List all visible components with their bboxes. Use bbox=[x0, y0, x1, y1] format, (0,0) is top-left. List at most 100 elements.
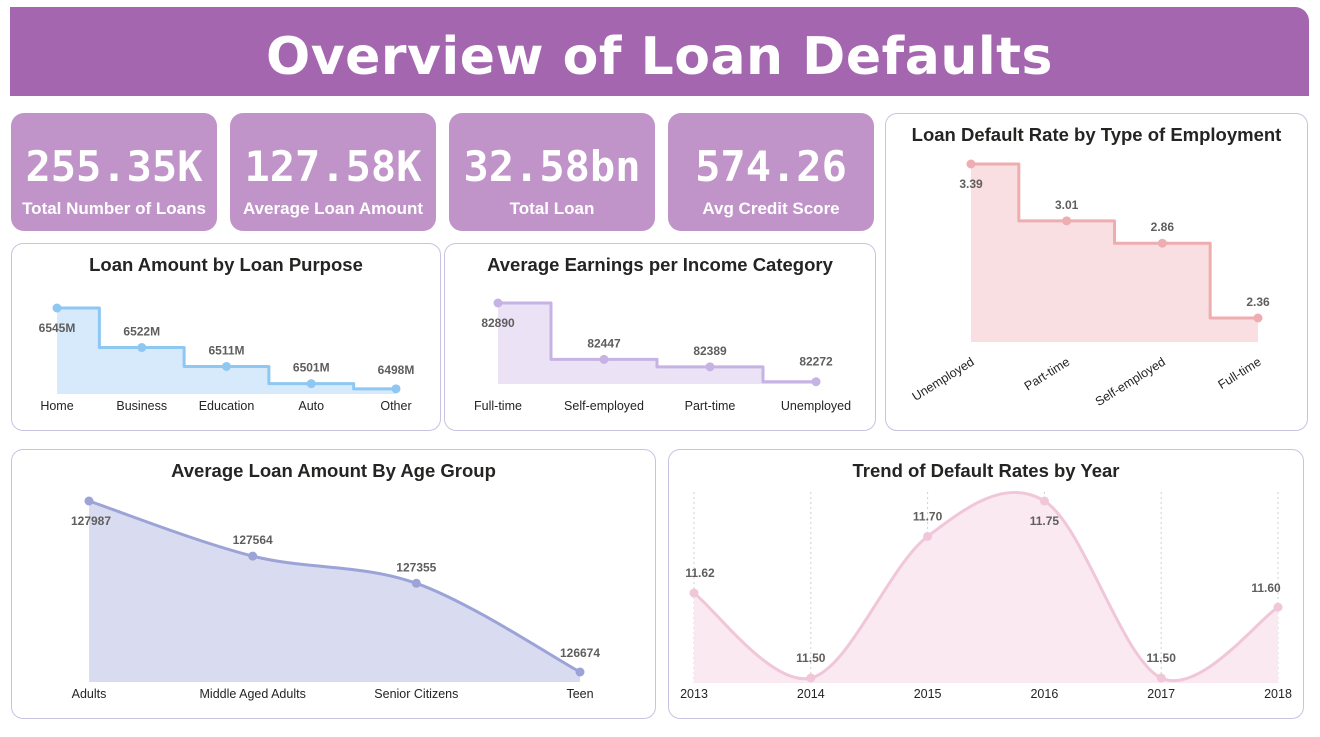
data-point bbox=[137, 343, 147, 353]
trend-chart[interactable]: 11.62 11.50 11.70 11.75 11.50 11.60 2013 2014 20… bbox=[669, 450, 1303, 718]
loan-purpose-chart[interactable]: 6545M 6522M 6511M 6501M 6498M Home Business Edu… bbox=[12, 244, 440, 430]
data-label: 127564 bbox=[233, 533, 273, 547]
x-tick-label: Business bbox=[116, 399, 167, 413]
data-label: 6501M bbox=[293, 361, 330, 375]
x-tick-label: 2014 bbox=[797, 687, 825, 701]
data-point bbox=[1156, 673, 1166, 683]
page-title: Overview of Loan Defaults bbox=[266, 27, 1053, 87]
data-point bbox=[248, 551, 258, 561]
data-point bbox=[391, 384, 401, 394]
x-tick-label: Part-time bbox=[685, 399, 736, 413]
x-tick-label: Full-time bbox=[474, 399, 522, 413]
x-tick-label: Part-time bbox=[1022, 355, 1072, 394]
x-tick-label: Self-employed bbox=[564, 399, 644, 413]
series-area bbox=[971, 164, 1258, 342]
series-area bbox=[89, 501, 580, 682]
x-tick-label: Auto bbox=[298, 399, 324, 413]
data-point bbox=[84, 496, 94, 506]
series-line bbox=[498, 301, 816, 384]
x-tick-label: Unemployed bbox=[910, 355, 977, 404]
kpi-label: Avg Credit Score bbox=[702, 199, 840, 218]
data-point bbox=[1253, 313, 1263, 323]
kpi-value: 255.35K bbox=[25, 142, 203, 191]
data-point bbox=[811, 377, 821, 387]
x-tick-label: Unemployed bbox=[781, 399, 851, 413]
data-point bbox=[1273, 602, 1283, 612]
data-label: 6511M bbox=[208, 343, 244, 357]
earnings-chart[interactable]: 82890 82447 82389 82272 Full-time Self-employ… bbox=[445, 244, 875, 430]
chart-card-age-group[interactable]: Average Loan Amount By Age Group 127987 1… bbox=[11, 449, 656, 719]
kpi-card-total-loan[interactable]: 32.58bn Total Loan bbox=[449, 113, 655, 231]
x-tick-label: Other bbox=[380, 399, 411, 413]
data-label: 11.50 bbox=[796, 651, 826, 665]
x-tick-label: Middle Aged Adults bbox=[200, 687, 306, 701]
data-point bbox=[493, 298, 503, 308]
data-label: 11.70 bbox=[913, 509, 943, 523]
employment-chart[interactable]: 3.39 3.01 2.86 2.36 Unemployed Part-time Self-… bbox=[886, 114, 1307, 430]
data-point bbox=[222, 361, 231, 371]
data-point bbox=[1157, 238, 1167, 248]
data-label: 11.75 bbox=[1030, 514, 1060, 528]
x-tick-label: Home bbox=[40, 399, 73, 413]
kpi-card-average-loan[interactable]: 127.58K Average Loan Amount bbox=[230, 113, 436, 231]
x-tick-label: Full-time bbox=[1216, 355, 1264, 392]
data-label: 3.39 bbox=[959, 177, 983, 191]
kpi-label: Total Number of Loans bbox=[22, 199, 206, 218]
series-area bbox=[498, 303, 816, 384]
x-tick-label: Adults bbox=[72, 687, 107, 701]
data-label: 127987 bbox=[71, 514, 111, 528]
data-label: 3.01 bbox=[1055, 198, 1079, 212]
chart-title: Loan Amount by Loan Purpose bbox=[89, 254, 363, 275]
chart-card-loan-purpose[interactable]: Loan Amount by Loan Purpose 6545M 6522M 65… bbox=[11, 243, 441, 431]
series-line bbox=[971, 162, 1258, 320]
data-label: 11.50 bbox=[1147, 651, 1177, 665]
data-label: 6498M bbox=[378, 363, 415, 377]
kpi-card-total-loans[interactable]: 255.35K Total Number of Loans bbox=[11, 113, 217, 231]
data-label: 6545M bbox=[39, 321, 76, 335]
data-point bbox=[52, 303, 62, 313]
title-banner: Overview of Loan Defaults bbox=[10, 7, 1309, 96]
data-label: 11.60 bbox=[1251, 581, 1281, 595]
chart-card-earnings[interactable]: Average Earnings per Income Category 828… bbox=[444, 243, 876, 431]
kpi-label: Average Loan Amount bbox=[242, 199, 424, 218]
data-label: 82389 bbox=[693, 344, 727, 358]
data-point bbox=[1039, 496, 1049, 506]
data-label: 82447 bbox=[587, 336, 621, 350]
data-point bbox=[411, 578, 421, 588]
data-point bbox=[306, 379, 316, 389]
series-area bbox=[694, 492, 1278, 683]
chart-card-trend[interactable]: Trend of Default Rates by Year 11.62 11.5… bbox=[668, 449, 1304, 719]
data-label: 127355 bbox=[396, 560, 436, 574]
series-line bbox=[88, 499, 581, 674]
data-point bbox=[705, 362, 715, 372]
x-tick-label: Teen bbox=[566, 687, 593, 701]
x-tick-label: 2015 bbox=[914, 687, 942, 701]
x-tick-label: 2016 bbox=[1030, 687, 1058, 701]
data-label: 2.36 bbox=[1246, 295, 1270, 309]
chart-title: Trend of Default Rates by Year bbox=[852, 460, 1120, 481]
kpi-value: 32.58bn bbox=[463, 142, 641, 191]
data-label: 82272 bbox=[799, 355, 833, 369]
series-line bbox=[693, 490, 1279, 682]
x-tick-label: 2018 bbox=[1264, 687, 1292, 701]
x-tick-label: Senior Citizens bbox=[374, 687, 458, 701]
data-point bbox=[575, 667, 585, 677]
kpi-value: 127.58K bbox=[244, 142, 422, 191]
x-tick-label: 2013 bbox=[680, 687, 708, 701]
chart-title: Average Loan Amount By Age Group bbox=[171, 460, 496, 481]
data-point bbox=[599, 354, 609, 364]
data-label: 6522M bbox=[123, 325, 160, 339]
data-point bbox=[1062, 216, 1072, 226]
data-point bbox=[806, 673, 816, 683]
chart-title: Average Earnings per Income Category bbox=[487, 254, 833, 275]
data-point bbox=[923, 531, 933, 541]
chart-card-employment[interactable]: Loan Default Rate by Type of Employment … bbox=[885, 113, 1308, 431]
age-group-chart[interactable]: 127987 127564 127355 126674 Adults Middle Age… bbox=[12, 450, 655, 718]
kpi-card-credit-score[interactable]: 574.26 Avg Credit Score bbox=[668, 113, 874, 231]
data-label: 11.62 bbox=[685, 566, 715, 580]
data-label: 82890 bbox=[481, 316, 515, 330]
series-area bbox=[57, 308, 396, 394]
chart-title: Loan Default Rate by Type of Employment bbox=[911, 124, 1282, 145]
x-tick-label: 2017 bbox=[1147, 687, 1175, 701]
data-point bbox=[689, 588, 699, 598]
